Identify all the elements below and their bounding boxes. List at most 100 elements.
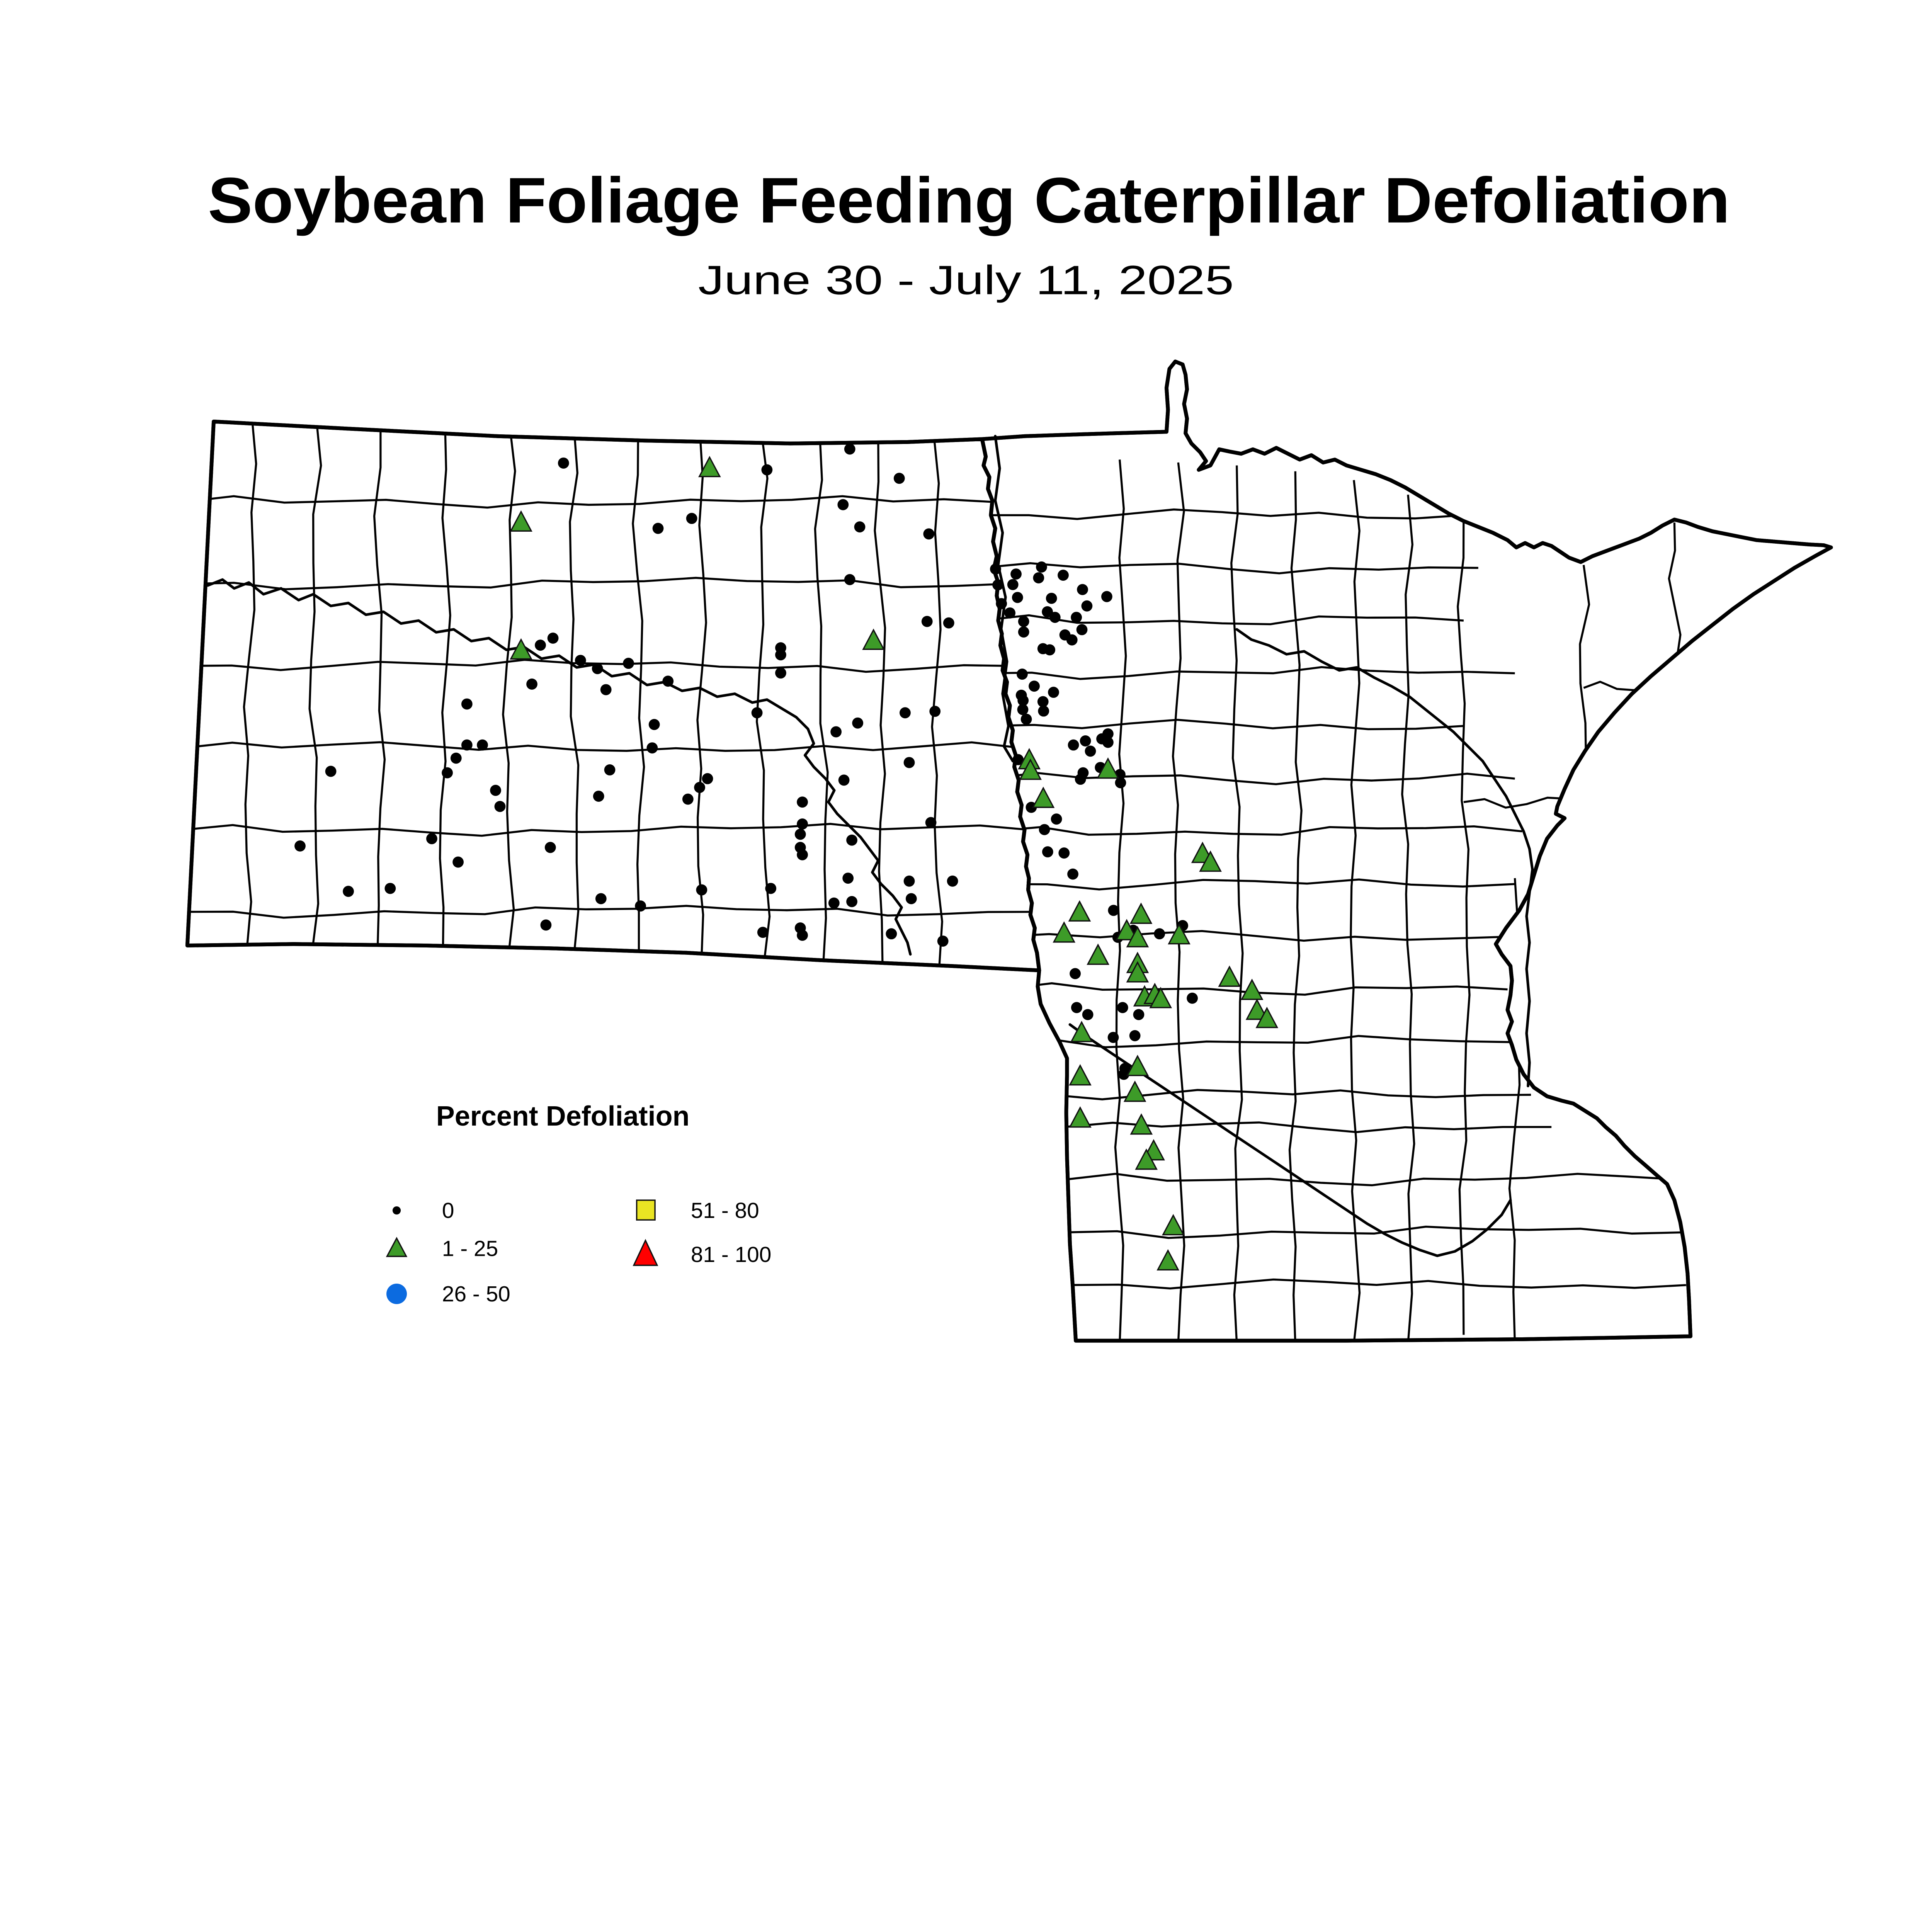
defoliation-map-figure: Soybean Foliage Feeding Caterpillar Defo… bbox=[185, 164, 1833, 1343]
data-point-zero-dot bbox=[943, 617, 954, 629]
data-point-zero-dot bbox=[1004, 607, 1016, 619]
county-boundary-line bbox=[874, 433, 886, 969]
data-point-zero-dot bbox=[702, 773, 713, 784]
data-point-zero-dot bbox=[1133, 1009, 1145, 1020]
data-point-zero-dot bbox=[1039, 824, 1050, 835]
data-point-zero-dot bbox=[893, 473, 905, 484]
data-point-low-triangle bbox=[1168, 923, 1190, 945]
data-point-zero-dot bbox=[646, 742, 658, 753]
county-boundary-line bbox=[308, 421, 322, 952]
county-lines-minnesota bbox=[982, 459, 1686, 1341]
data-point-zero-dot bbox=[844, 574, 855, 585]
data-point-zero-dot bbox=[442, 767, 453, 779]
page-subtitle: June 30 - July 11, 2025 bbox=[698, 257, 1234, 303]
data-point-zero-dot bbox=[1036, 561, 1047, 573]
data-point-zero-dot bbox=[830, 726, 842, 738]
data-point-zero-dot bbox=[682, 793, 694, 805]
data-point-zero-dot bbox=[1081, 600, 1093, 612]
county-lines-north-dakota bbox=[187, 421, 1039, 971]
data-point-zero-dot bbox=[426, 833, 437, 844]
data-point-zero-dot bbox=[595, 893, 607, 905]
data-point-zero-dot bbox=[757, 927, 769, 938]
county-boundary-line bbox=[1067, 1278, 1686, 1290]
data-point-zero-dot bbox=[592, 663, 603, 674]
legend-item-label: 0 bbox=[442, 1199, 454, 1223]
legend-title: Percent Defoliation bbox=[436, 1101, 690, 1132]
county-boundary-line bbox=[187, 577, 1004, 590]
data-point-zero-dot bbox=[600, 684, 612, 696]
data-point-low-triangle bbox=[1255, 1007, 1279, 1028]
data-point-zero-dot bbox=[937, 935, 949, 947]
county-boundary-line bbox=[187, 823, 1030, 837]
data-point-low-triangle bbox=[1053, 921, 1076, 943]
data-point-zero-dot bbox=[751, 707, 763, 719]
data-point-zero-dot bbox=[1067, 868, 1078, 880]
data-point-zero-dot bbox=[461, 739, 473, 751]
state-border bbox=[980, 359, 1833, 1343]
data-point-low-triangle bbox=[1149, 986, 1172, 1009]
county-boundary-line bbox=[187, 741, 1021, 752]
data-point-zero-dot bbox=[903, 875, 915, 887]
river-line bbox=[994, 435, 1014, 763]
data-point-zero-dot bbox=[1037, 696, 1049, 707]
data-point-zero-dot bbox=[1154, 928, 1165, 940]
data-point-zero-dot bbox=[544, 842, 556, 853]
data-point-zero-dot bbox=[325, 765, 337, 777]
data-point-zero-dot bbox=[526, 679, 537, 690]
county-boundary-line bbox=[569, 424, 580, 960]
data-point-zero-dot bbox=[1117, 1002, 1128, 1013]
legend-item-label: 1 - 25 bbox=[442, 1237, 498, 1261]
data-point-low-triangle bbox=[862, 628, 885, 650]
data-point-zero-dot bbox=[494, 801, 506, 812]
data-point-zero-dot bbox=[846, 896, 857, 907]
data-point-low-triangle bbox=[1156, 1249, 1180, 1271]
county-boundary-line bbox=[814, 431, 829, 967]
data-point-low-triangle bbox=[1068, 900, 1091, 922]
data-point-zero-dot bbox=[1077, 767, 1089, 779]
data-point-low-triangle bbox=[1097, 757, 1119, 779]
legend-large-triangle-icon bbox=[633, 1239, 658, 1266]
data-point-zero-dot bbox=[648, 719, 660, 730]
data-point-zero-dot bbox=[886, 928, 897, 940]
page-title: Soybean Foliage Feeding Caterpillar Defo… bbox=[208, 165, 1730, 236]
data-point-zero-dot bbox=[1071, 1002, 1082, 1013]
data-point-zero-dot bbox=[450, 752, 462, 764]
county-boundary-line bbox=[1401, 495, 1415, 1341]
data-point-zero-dot bbox=[761, 464, 773, 476]
data-point-zero-dot bbox=[923, 528, 935, 540]
data-point-zero-dot bbox=[844, 443, 855, 455]
data-point-zero-dot bbox=[1048, 687, 1059, 698]
data-point-zero-dot bbox=[996, 598, 1007, 609]
data-point-low-triangle bbox=[1126, 1054, 1149, 1077]
county-boundary-line bbox=[243, 421, 257, 951]
data-point-zero-dot bbox=[797, 818, 808, 830]
river-line bbox=[1235, 628, 1534, 1088]
county-boundary-line bbox=[1288, 471, 1303, 1341]
county-boundary-line bbox=[187, 495, 995, 509]
county-boundary-line bbox=[1172, 462, 1185, 1341]
data-point-zero-dot bbox=[1017, 704, 1029, 715]
county-boundary-line bbox=[1114, 459, 1127, 1341]
data-point-low-triangle bbox=[1069, 1064, 1092, 1086]
data-point-zero-dot bbox=[686, 513, 697, 524]
data-point-zero-dot bbox=[929, 706, 941, 717]
data-point-low-triangle bbox=[1130, 1113, 1153, 1135]
data-point-zero-dot bbox=[535, 639, 546, 651]
county-boundary-line bbox=[995, 878, 1515, 891]
data-point-zero-dot bbox=[854, 521, 866, 533]
data-point-low-triangle bbox=[1123, 1080, 1146, 1102]
county-boundary-line bbox=[439, 421, 451, 956]
data-point-zero-dot bbox=[1085, 745, 1096, 757]
county-boundary-line bbox=[982, 614, 1464, 626]
data-point-low-triangle bbox=[1218, 965, 1241, 987]
data-point-zero-dot bbox=[838, 774, 850, 786]
data-point-zero-dot bbox=[1042, 606, 1053, 617]
data-point-zero-dot bbox=[1066, 634, 1078, 646]
legend-square-icon bbox=[636, 1199, 656, 1221]
data-points-layer bbox=[294, 443, 1279, 1271]
data-point-low-triangle bbox=[1126, 926, 1149, 947]
data-point-zero-dot bbox=[1051, 813, 1062, 825]
data-point-zero-dot bbox=[1071, 612, 1082, 623]
data-point-zero-dot bbox=[852, 717, 864, 729]
data-point-zero-dot bbox=[294, 840, 306, 852]
